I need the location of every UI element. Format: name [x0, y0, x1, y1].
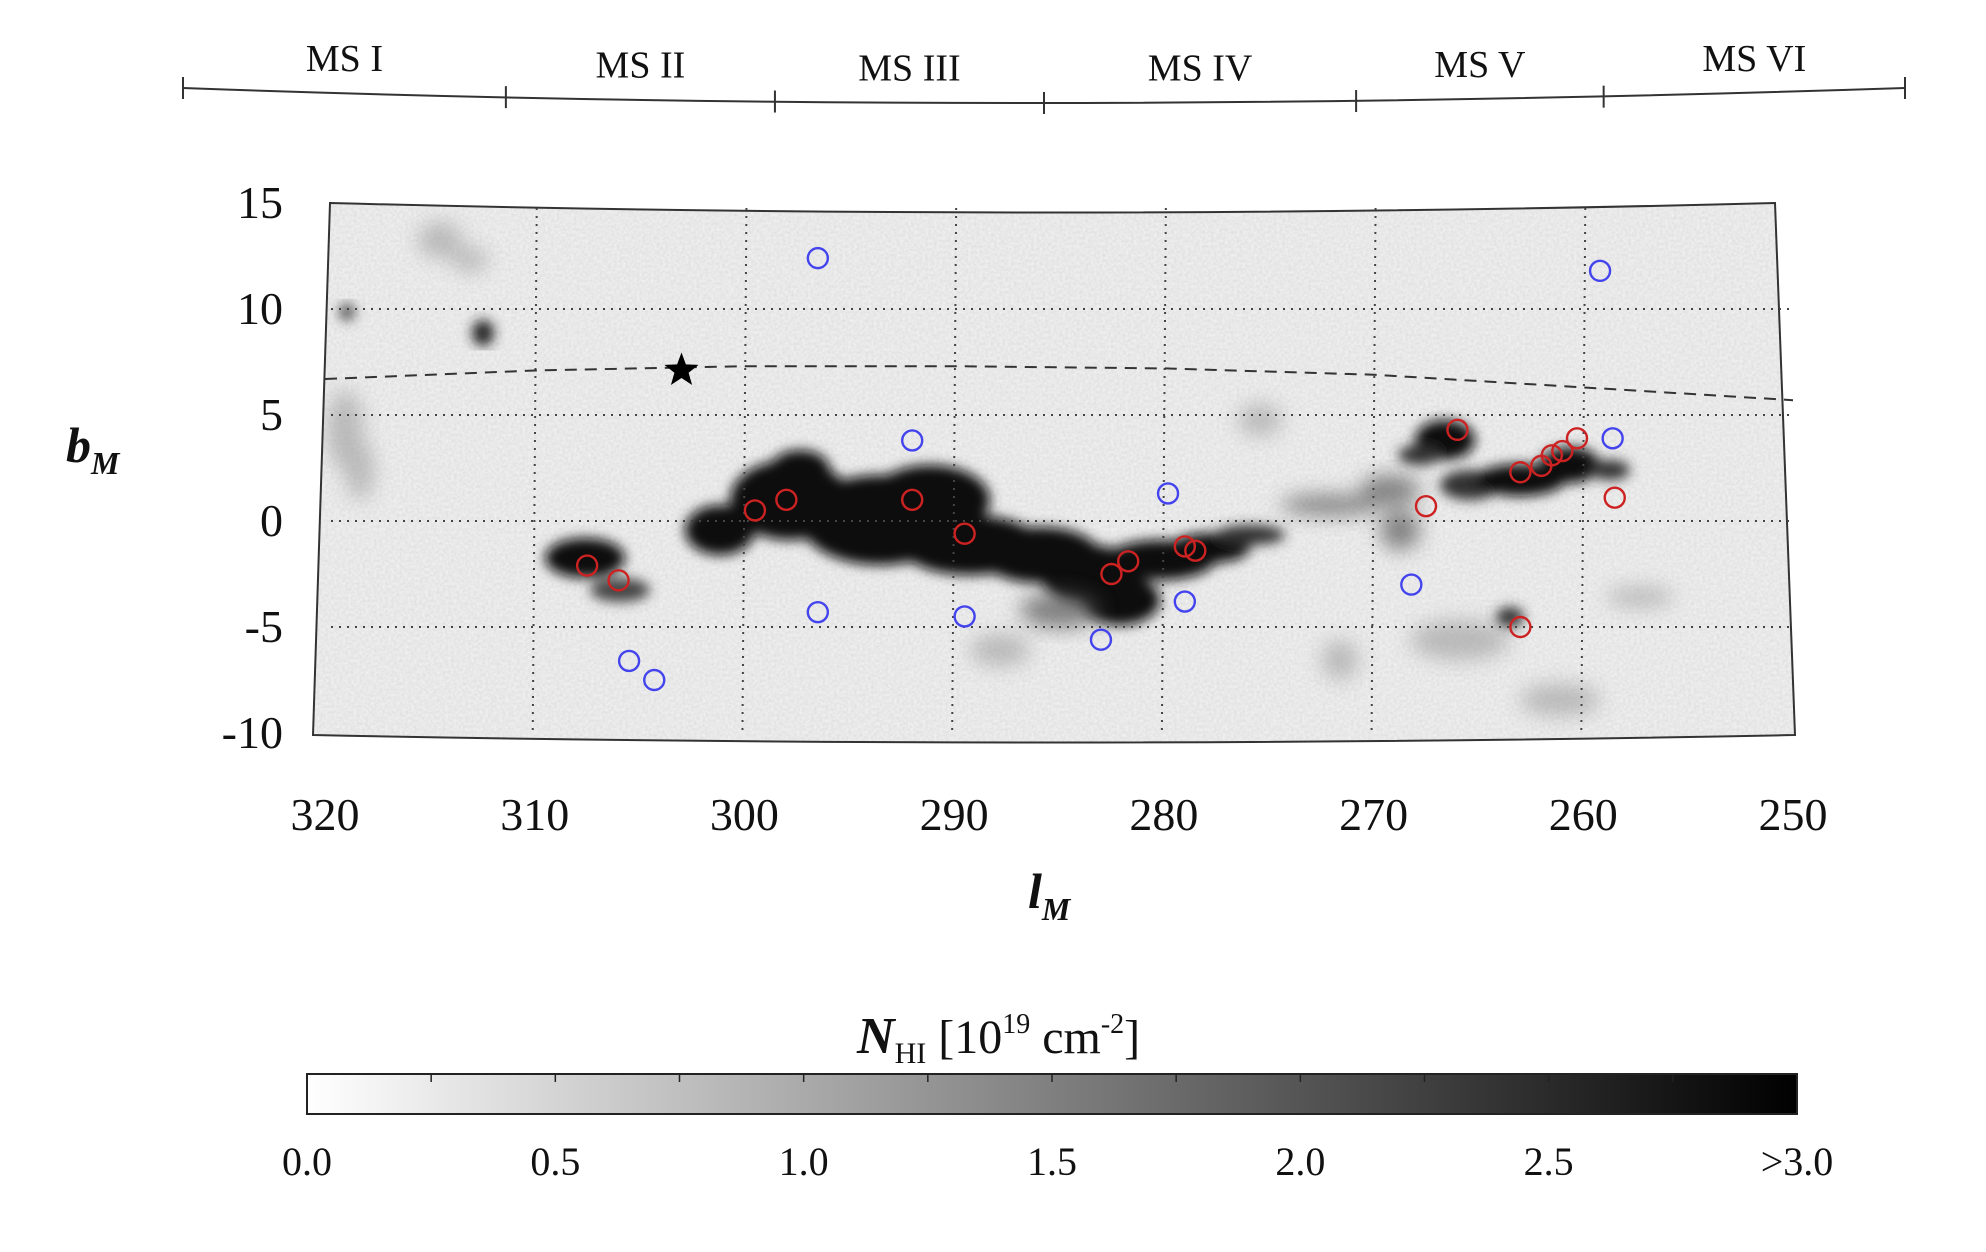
circle-marker — [617, 649, 641, 673]
y-tick-labels: 15 10 5 0 -5 -10 — [222, 177, 283, 758]
colorbar-label: >3.0 — [1761, 1139, 1834, 1184]
circle-marker — [775, 488, 798, 511]
dashed-curve — [324, 365, 1794, 402]
circle-marker — [1446, 418, 1469, 442]
region-label: MS III — [858, 48, 960, 90]
region-label: MS II — [596, 45, 686, 87]
circle-marker — [806, 600, 830, 624]
circle-marker — [1603, 486, 1626, 509]
grid-lines — [331, 207, 1789, 734]
x-tick-label: 250 — [1759, 789, 1828, 840]
circle-marker — [1173, 590, 1197, 613]
x-tick-label: 280 — [1129, 789, 1198, 840]
region-label: MS VI — [1702, 38, 1806, 80]
circle-marker — [953, 605, 976, 628]
circle-marker — [901, 429, 924, 452]
y-tick-label: 15 — [237, 177, 283, 228]
colorbar-label: 0.5 — [530, 1139, 580, 1184]
circle-marker — [575, 554, 599, 577]
circle-marker — [1089, 628, 1113, 651]
circle-marker — [1540, 444, 1564, 467]
region-label: MS V — [1434, 44, 1526, 86]
circle-marker — [1400, 573, 1423, 596]
colorbar: NHI [1019 cm-2] 0.0 0.5 1.0 1.5 2.0 2.5 >3.0 — [282, 1008, 1833, 1184]
x-tick-label: 290 — [920, 789, 989, 840]
circle-marker — [607, 569, 630, 592]
region-arc — [182, 87, 1906, 104]
hi-map-image — [313, 203, 1795, 743]
circle-marker — [1117, 550, 1140, 573]
region-header: MS I MS II MS III MS IV MS V MS VI — [182, 38, 1906, 114]
hi-map — [311, 201, 1797, 744]
circle-marker — [1156, 482, 1180, 505]
region-label: MS I — [306, 38, 383, 80]
circle-marker — [743, 499, 767, 522]
x-tick-label: 320 — [291, 789, 360, 840]
circle-marker — [1173, 535, 1197, 558]
circle-marker — [901, 488, 924, 511]
circle-marker — [1601, 427, 1624, 450]
colorbar-title: NHI [1019 cm-2] — [856, 1008, 1140, 1070]
circle-marker — [1509, 615, 1532, 639]
colorbar-label: 1.0 — [779, 1139, 829, 1184]
y-tick-label: -5 — [245, 601, 283, 652]
circle-marker — [1565, 427, 1589, 450]
circle-marker — [1184, 539, 1207, 562]
y-tick-label: 5 — [260, 389, 283, 440]
circle-marker — [953, 522, 976, 545]
y-tick-label: -10 — [222, 707, 283, 758]
colorbar-labels: 0.0 0.5 1.0 1.5 2.0 2.5 >3.0 — [282, 1139, 1833, 1184]
x-tick-label: 270 — [1339, 789, 1408, 840]
map-frame — [311, 201, 1797, 744]
circle-marker — [1551, 439, 1574, 463]
y-tick-label: 0 — [260, 495, 283, 546]
circle-marker — [806, 246, 830, 270]
x-axis-label: lM — [1028, 863, 1072, 927]
circle-marker — [1414, 494, 1438, 518]
x-tick-label: 300 — [710, 789, 779, 840]
circle-marker — [643, 668, 666, 692]
colorbar-label: 0.0 — [282, 1139, 332, 1184]
region-ticks — [182, 77, 1906, 114]
star-marker — [664, 352, 699, 385]
colorbar-label: 2.5 — [1524, 1139, 1574, 1184]
colorbar-ticks — [306, 1074, 1798, 1082]
colorbar-label: 2.0 — [1275, 1139, 1325, 1184]
region-labels: MS I MS II MS III MS IV MS V MS VI — [306, 38, 1806, 90]
markers — [575, 246, 1626, 692]
x-tick-label: 310 — [500, 789, 569, 840]
y-tick-label: 10 — [237, 283, 283, 334]
x-tick-label: 260 — [1549, 789, 1618, 840]
x-tick-labels: 320 310 300 290 280 270 260 250 — [291, 789, 1828, 840]
circle-marker — [1588, 259, 1612, 283]
colorbar-label: 1.5 — [1027, 1139, 1077, 1184]
y-axis-label: bM — [66, 417, 121, 481]
circle-marker — [1100, 562, 1123, 586]
region-label: MS IV — [1148, 48, 1253, 90]
circle-marker — [1509, 461, 1532, 484]
